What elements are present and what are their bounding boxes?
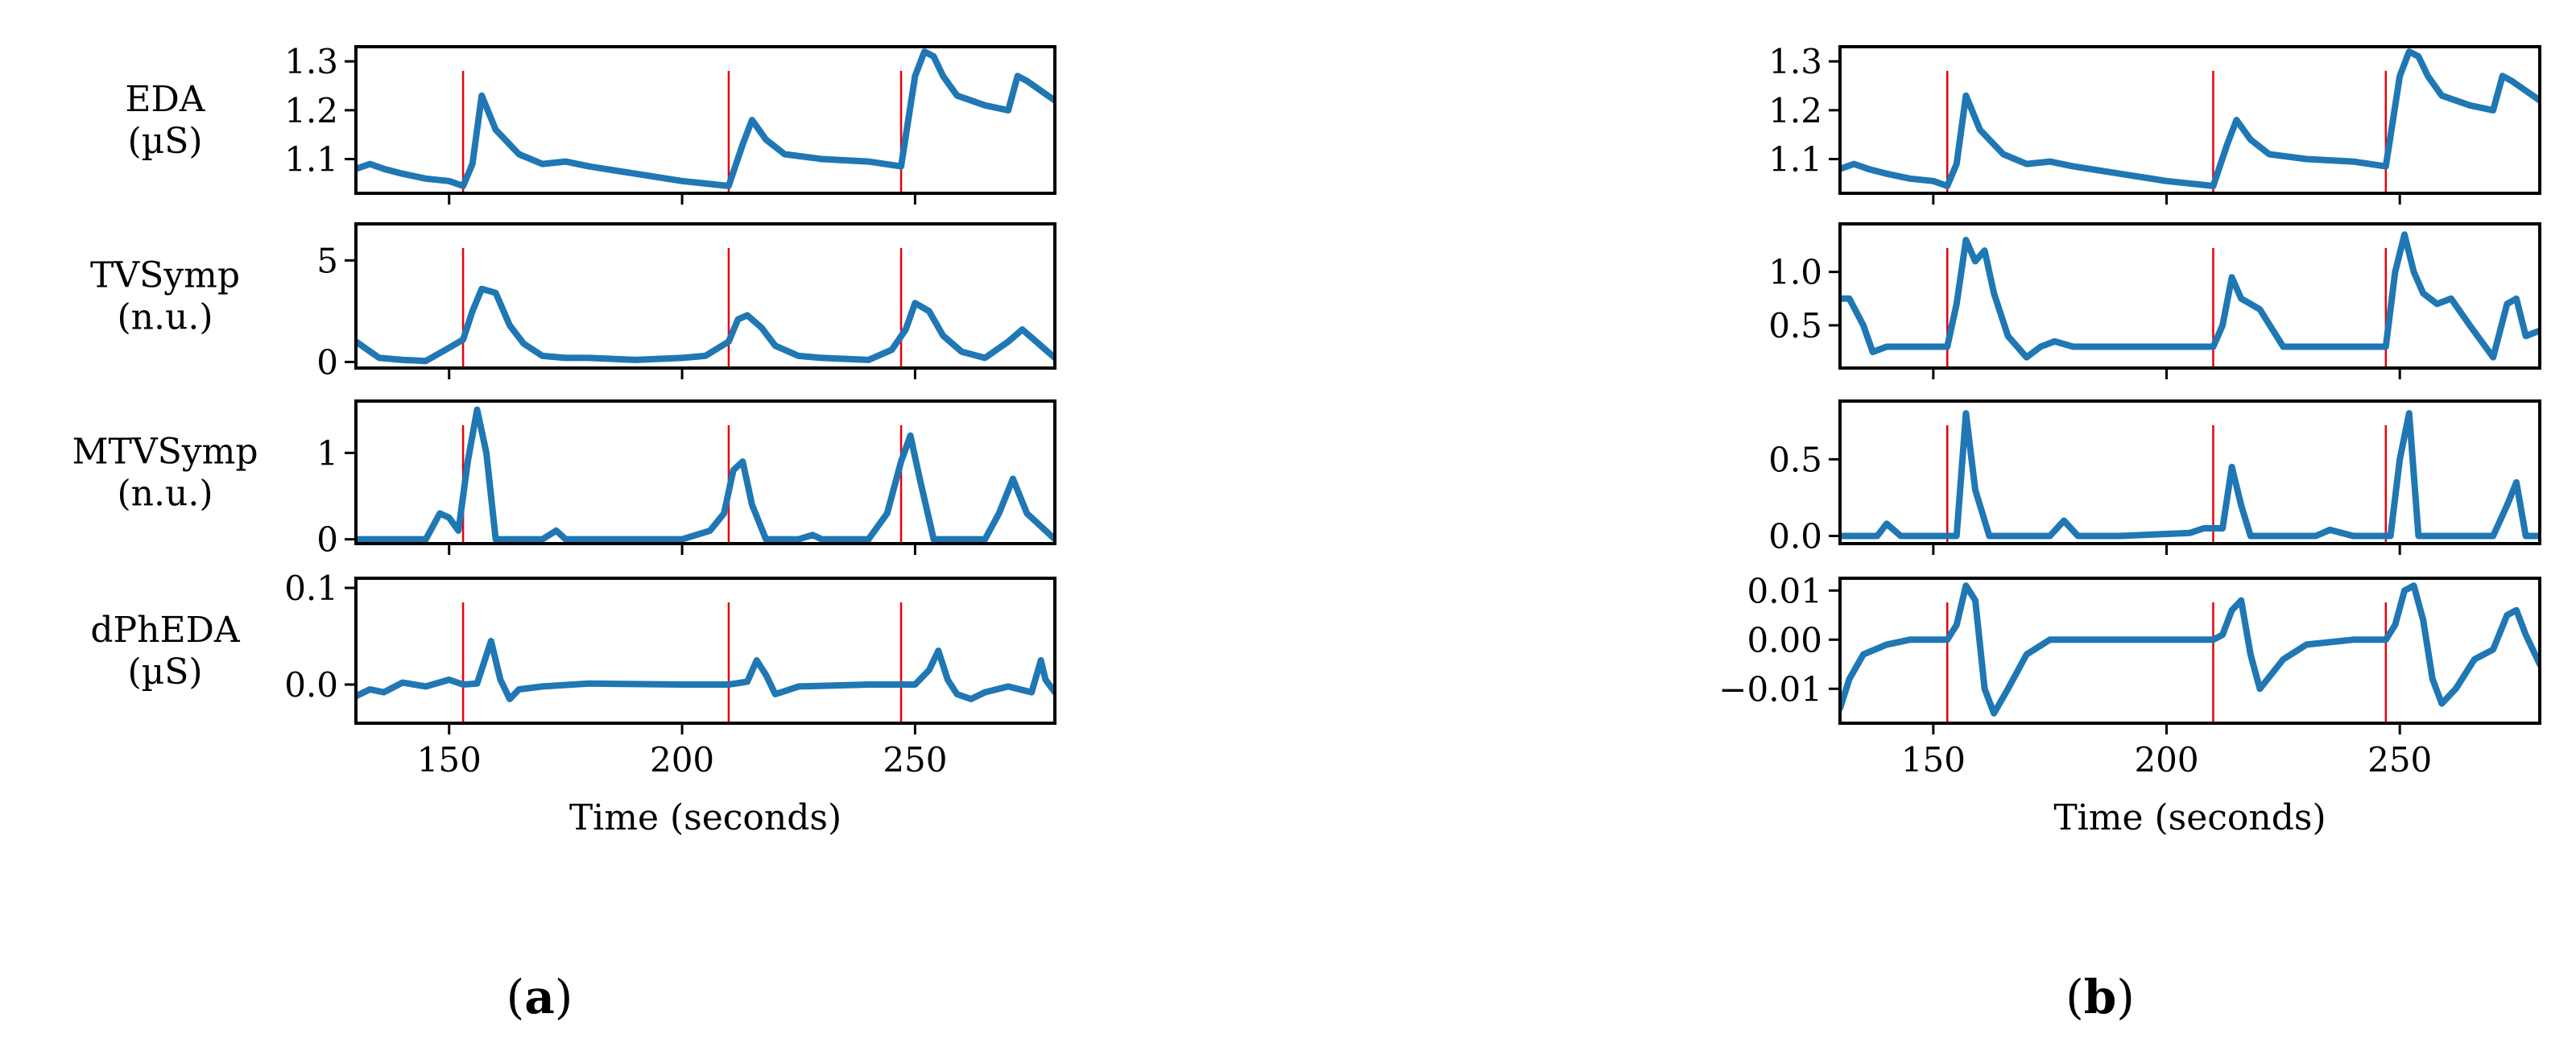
x-tick-label: 150 [417, 740, 482, 780]
y-tick-label: 0 [316, 342, 338, 382]
y-axis-label: dPhEDA [90, 610, 241, 651]
y-tick-label: 0.5 [1768, 306, 1822, 345]
subplot-frame [354, 399, 1056, 545]
subplot-1: 1.1 1.2 1.3 [1768, 42, 2541, 205]
y-tick-label: 0.0 [284, 665, 338, 705]
series-line [356, 285, 1055, 365]
y-tick-label: 0 [316, 520, 338, 560]
x-axis-label: Time (seconds) [2053, 797, 2326, 838]
y-tick-label: 0.0 [1768, 516, 1822, 556]
y-tick-label: 0.5 [1768, 440, 1822, 479]
y-tick-label: 1 [316, 433, 338, 473]
series-line [1840, 410, 2540, 540]
subplot-3: 0.0 0.5 [1768, 399, 2541, 556]
y-axis-label: (µS) [127, 652, 202, 693]
y-tick-label: 0.00 [1747, 620, 1822, 660]
subplot-frame [1838, 399, 2541, 545]
x-axis-label: Time (seconds) [569, 797, 841, 838]
subplot-2: 0.51.0 [1768, 222, 2541, 379]
subplot-frame [1838, 45, 2541, 195]
series-line [356, 48, 1055, 189]
y-tick-label: 0.1 [284, 569, 338, 608]
subplot-frame [1838, 222, 2541, 370]
y-tick-label: 1.3 [1768, 42, 1822, 81]
y-tick-label: 1.1 [284, 140, 338, 180]
y-axis-label: (n.u.) [118, 297, 213, 338]
subplot-3: 0 1 MTVSymp(n.u.) [72, 399, 1056, 560]
panel-label-b: (b) [2065, 970, 2135, 1024]
subplot-2: 0 5 TVSymp(n.u.) [90, 222, 1056, 382]
y-tick-label: −0.01 [1718, 669, 1822, 709]
subplot-4: 0.0 0.1 150 200 250 dPhEDA(µS) [90, 569, 1056, 780]
series-line [1840, 231, 2540, 361]
y-tick-label: 1.2 [284, 91, 338, 130]
series-line [356, 406, 1055, 543]
y-axis-label: MTVSymp [72, 432, 258, 473]
x-tick-label: 250 [2367, 740, 2432, 780]
y-tick-label: 1.0 [1768, 253, 1822, 292]
chart-panel-a: 1.11.21.3EDA(µS)05TVSymp(n.u.)01MTVSymp(… [72, 42, 1056, 838]
y-tick-label: 0.01 [1747, 571, 1822, 610]
x-tick-label: 200 [650, 740, 714, 780]
subplot-frame [354, 45, 1056, 195]
y-tick-label: 1.3 [284, 42, 338, 81]
y-tick-label: 1.2 [1768, 91, 1822, 130]
x-tick-label: 200 [2134, 740, 2198, 780]
subplot-frame [354, 222, 1056, 370]
x-tick-label: 250 [883, 740, 947, 780]
y-axis-label: (n.u.) [118, 474, 213, 515]
y-tick-label: 1.1 [1768, 140, 1822, 180]
series-line [1840, 48, 2540, 189]
series-line [1840, 582, 2540, 717]
y-axis-label: (µS) [127, 121, 202, 162]
series-line [356, 638, 1055, 702]
subplot-4: −0.01 0.00 0.01 150 200 250 [1718, 571, 2541, 780]
panel-label-a: (a) [507, 970, 573, 1024]
y-axis-label: EDA [125, 79, 205, 120]
y-tick-label: 5 [316, 241, 338, 280]
subplot-frame [354, 577, 1056, 725]
x-tick-label: 150 [1901, 740, 1966, 780]
subplot-frame [1838, 577, 2541, 725]
y-axis-label: TVSymp [90, 255, 240, 296]
subplot-1: 1.1 1.2 1.3 EDA(µS) [125, 42, 1056, 205]
